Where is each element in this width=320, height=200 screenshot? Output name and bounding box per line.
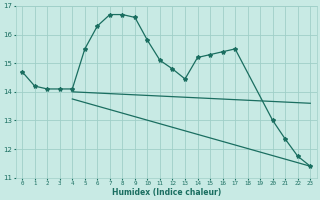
X-axis label: Humidex (Indice chaleur): Humidex (Indice chaleur): [112, 188, 221, 197]
